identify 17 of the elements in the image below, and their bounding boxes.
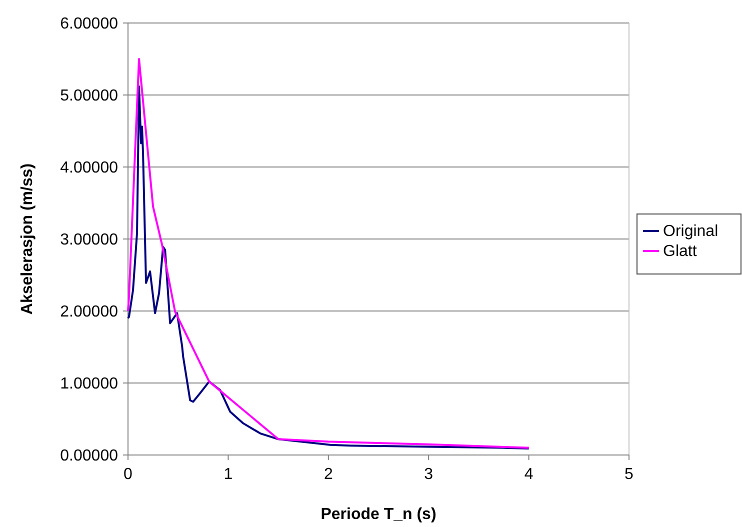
x-axis-title: Periode T_n (s)	[320, 506, 436, 523]
y-tick-label: 4.00000	[60, 160, 118, 177]
y-tick-label: 1.00000	[60, 376, 118, 393]
legend-label: Original	[663, 223, 718, 240]
x-tick-label: 5	[624, 466, 634, 483]
y-tick-label: 5.00000	[60, 88, 118, 105]
x-tick-label: 1	[224, 466, 233, 483]
x-tick-label: 3	[424, 466, 434, 483]
y-tick-label: 6.00000	[60, 16, 118, 33]
y-tick-label: 3.00000	[60, 232, 118, 249]
x-tick-label: 2	[324, 466, 333, 483]
x-tick-label: 0	[124, 466, 133, 483]
y-tick-label: 0.00000	[60, 448, 118, 465]
legend-label: Glatt	[663, 243, 698, 260]
x-tick-label: 4	[524, 466, 534, 483]
y-tick-label: 2.00000	[60, 304, 118, 321]
y-axis-title: Akselerasjon (m/ss)	[19, 163, 36, 315]
